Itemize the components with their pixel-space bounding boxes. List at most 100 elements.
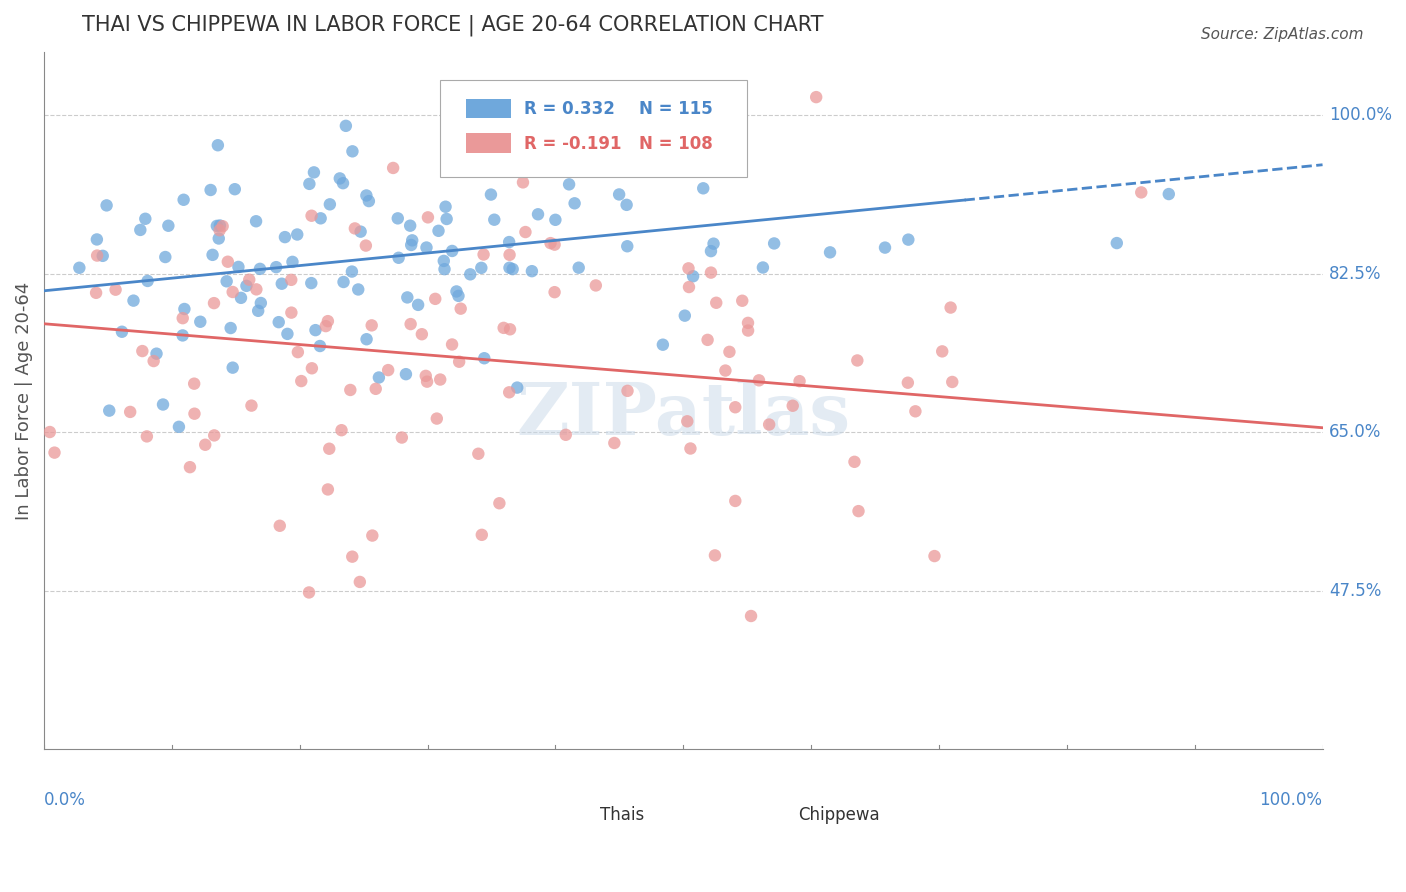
Thais	[616, 239, 638, 253]
Chippewa	[512, 175, 534, 189]
Thais	[129, 223, 152, 237]
Thais	[415, 240, 437, 254]
Thais	[399, 238, 422, 252]
Thais	[267, 315, 290, 329]
Thais	[406, 298, 429, 312]
Thais	[515, 90, 537, 104]
Chippewa	[318, 442, 340, 456]
Chippewa	[789, 374, 811, 388]
Thais	[98, 403, 121, 417]
Thais	[274, 230, 297, 244]
Chippewa	[104, 283, 127, 297]
Thais	[136, 274, 159, 288]
Chippewa	[714, 363, 737, 377]
Chippewa	[631, 90, 654, 104]
Thais	[111, 325, 134, 339]
Thais	[96, 198, 118, 212]
Chippewa	[217, 254, 239, 268]
Text: N = 115: N = 115	[638, 100, 713, 118]
Chippewa	[416, 211, 439, 225]
Chippewa	[498, 248, 520, 262]
Chippewa	[724, 401, 747, 415]
Chippewa	[84, 285, 107, 300]
Thais	[703, 236, 725, 251]
Thais	[250, 296, 273, 310]
Thais	[309, 211, 332, 226]
Chippewa	[429, 372, 451, 386]
Chippewa	[135, 429, 157, 443]
Chippewa	[449, 355, 471, 369]
Chippewa	[339, 383, 361, 397]
Thais	[173, 193, 195, 207]
Thais	[396, 290, 419, 304]
Thais	[332, 275, 354, 289]
Chippewa	[848, 504, 870, 518]
Chippewa	[748, 373, 770, 387]
Thais	[205, 219, 228, 233]
Chippewa	[846, 353, 869, 368]
Thais	[818, 245, 841, 260]
Thais	[502, 262, 524, 277]
Chippewa	[696, 333, 718, 347]
Chippewa	[361, 528, 384, 542]
Thais	[669, 127, 692, 141]
Chippewa	[806, 90, 828, 104]
Thais	[152, 397, 174, 411]
Text: R = -0.191: R = -0.191	[523, 135, 621, 153]
Thais	[427, 224, 450, 238]
Thais	[395, 367, 418, 381]
Chippewa	[172, 311, 194, 326]
Text: 100.0%: 100.0%	[1260, 791, 1323, 809]
Thais	[564, 196, 586, 211]
Thais	[357, 194, 380, 208]
FancyBboxPatch shape	[465, 134, 510, 153]
Thais	[201, 248, 224, 262]
Thais	[67, 260, 90, 275]
Chippewa	[316, 314, 339, 328]
Chippewa	[718, 344, 741, 359]
Thais	[1105, 236, 1128, 251]
Chippewa	[142, 354, 165, 368]
Text: 47.5%: 47.5%	[1329, 582, 1381, 599]
Chippewa	[700, 266, 723, 280]
Chippewa	[411, 327, 433, 342]
Chippewa	[343, 221, 366, 235]
Thais	[335, 119, 357, 133]
Thais	[285, 227, 308, 242]
Text: 82.5%: 82.5%	[1329, 265, 1382, 283]
Chippewa	[211, 219, 233, 234]
Chippewa	[515, 225, 537, 239]
Chippewa	[202, 296, 225, 310]
Thais	[446, 285, 468, 299]
Thais	[388, 251, 411, 265]
Chippewa	[360, 318, 382, 333]
Chippewa	[498, 385, 520, 400]
Chippewa	[931, 344, 953, 359]
Chippewa	[349, 574, 371, 589]
Chippewa	[844, 455, 866, 469]
Thais	[673, 309, 696, 323]
Chippewa	[534, 153, 557, 168]
Thais	[342, 145, 364, 159]
Thais	[401, 233, 423, 247]
Chippewa	[298, 585, 321, 599]
Chippewa	[315, 319, 337, 334]
Chippewa	[364, 382, 387, 396]
Chippewa	[342, 549, 364, 564]
Thais	[208, 219, 231, 233]
Chippewa	[679, 442, 702, 456]
Thais	[173, 301, 195, 316]
Thais	[215, 274, 238, 288]
Chippewa	[183, 407, 205, 421]
Thais	[498, 235, 520, 249]
Thais	[247, 303, 270, 318]
Chippewa	[290, 374, 312, 388]
Chippewa	[391, 431, 413, 445]
Chippewa	[471, 528, 494, 542]
Chippewa	[731, 293, 754, 308]
Thais	[219, 321, 242, 335]
FancyBboxPatch shape	[517, 802, 588, 830]
Thais	[498, 260, 520, 275]
Chippewa	[540, 236, 562, 251]
Thais	[349, 225, 371, 239]
